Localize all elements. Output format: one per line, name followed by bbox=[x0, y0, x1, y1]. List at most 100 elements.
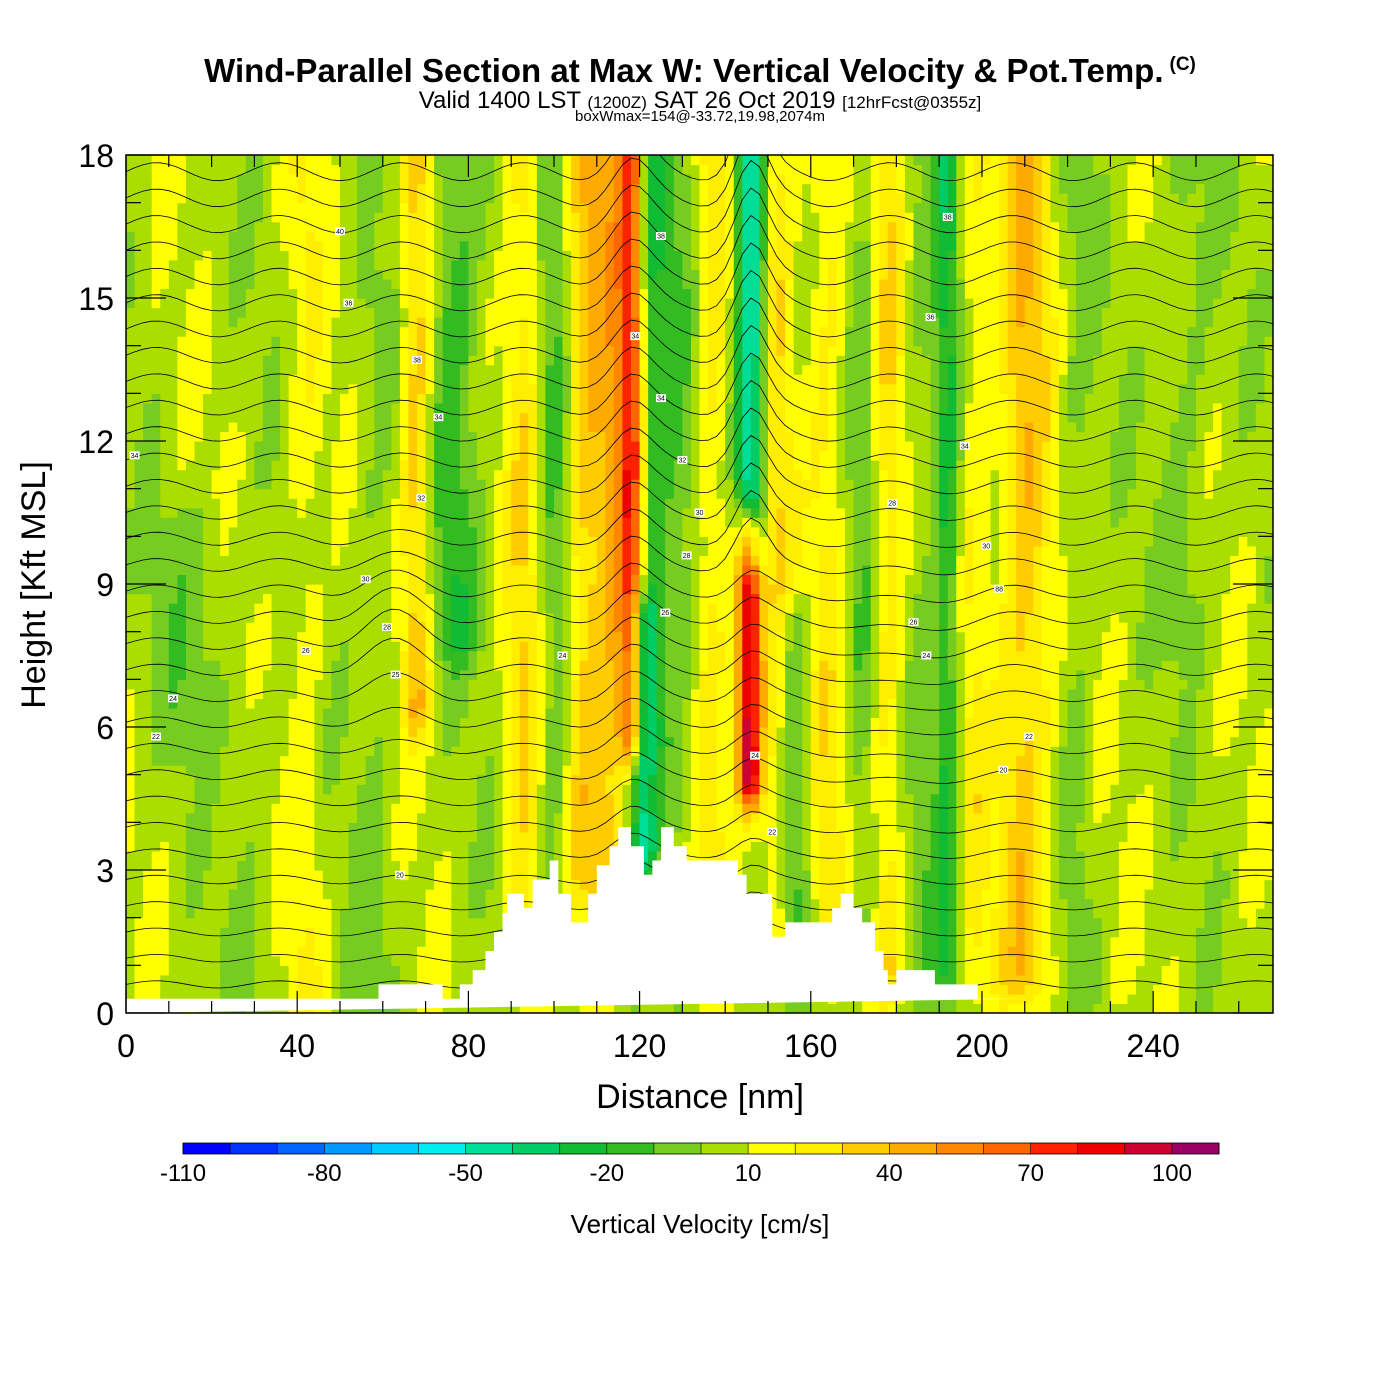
field-cell bbox=[152, 746, 161, 756]
field-cell bbox=[135, 174, 144, 184]
field-cell bbox=[340, 355, 349, 365]
field-cell bbox=[229, 641, 238, 651]
field-cell bbox=[280, 775, 289, 785]
field-cell bbox=[263, 717, 272, 727]
field-cell bbox=[169, 565, 178, 575]
field-cell bbox=[357, 403, 366, 413]
field-cell bbox=[400, 851, 409, 861]
field-cell bbox=[135, 355, 144, 365]
field-cell bbox=[143, 365, 152, 375]
field-cell bbox=[460, 632, 469, 642]
field-cell bbox=[280, 822, 289, 832]
field-cell bbox=[297, 479, 306, 489]
field-cell bbox=[194, 803, 203, 813]
field-cell bbox=[220, 441, 229, 451]
field-cell bbox=[314, 908, 323, 918]
field-cell bbox=[374, 880, 383, 890]
field-cell bbox=[323, 298, 332, 308]
field-cell bbox=[366, 832, 375, 842]
field-cell bbox=[443, 451, 452, 461]
field-cell bbox=[520, 498, 529, 508]
field-cell bbox=[152, 651, 161, 661]
field-cell bbox=[528, 451, 537, 461]
field-cell bbox=[417, 603, 426, 613]
field-cell bbox=[443, 813, 452, 823]
field-cell bbox=[554, 632, 563, 642]
field-cell bbox=[349, 651, 358, 661]
field-cell bbox=[417, 384, 426, 394]
field-cell bbox=[143, 937, 152, 947]
field-cell bbox=[143, 574, 152, 584]
field-cell bbox=[237, 317, 246, 327]
field-cell bbox=[511, 641, 520, 651]
field-cell bbox=[391, 384, 400, 394]
field-cell bbox=[451, 632, 460, 642]
field-cell bbox=[297, 775, 306, 785]
field-cell bbox=[349, 574, 358, 584]
field-cell bbox=[545, 622, 554, 632]
field-cell bbox=[571, 184, 580, 194]
field-cell bbox=[554, 384, 563, 394]
field-cell bbox=[537, 355, 546, 365]
field-cell bbox=[357, 441, 366, 451]
field-cell bbox=[477, 765, 486, 775]
field-cell bbox=[263, 613, 272, 623]
field-cell bbox=[280, 784, 289, 794]
field-cell bbox=[494, 594, 503, 604]
field-cell bbox=[323, 918, 332, 928]
field-cell bbox=[169, 431, 178, 441]
field-cell bbox=[331, 727, 340, 737]
field-cell bbox=[426, 279, 435, 289]
field-cell bbox=[400, 527, 409, 537]
field-cell bbox=[203, 460, 212, 470]
field-cell bbox=[135, 975, 144, 985]
field-cell bbox=[400, 937, 409, 947]
field-cell bbox=[511, 393, 520, 403]
field-cell bbox=[203, 708, 212, 718]
field-cell bbox=[331, 193, 340, 203]
field-cell bbox=[451, 470, 460, 480]
field-cell bbox=[443, 374, 452, 384]
field-cell bbox=[374, 775, 383, 785]
field-cell bbox=[537, 832, 546, 842]
field-cell bbox=[194, 308, 203, 318]
field-cell bbox=[135, 574, 144, 584]
field-cell bbox=[391, 250, 400, 260]
field-cell bbox=[417, 841, 426, 851]
field-cell bbox=[280, 374, 289, 384]
field-cell bbox=[426, 756, 435, 766]
field-cell bbox=[152, 508, 161, 518]
chart-page: Wind-Parallel Section at Max W: Vertical… bbox=[0, 0, 1400, 1400]
field-cell bbox=[160, 746, 169, 756]
field-cell bbox=[528, 832, 537, 842]
field-cell bbox=[580, 288, 589, 298]
field-cell bbox=[451, 374, 460, 384]
field-cell bbox=[537, 384, 546, 394]
field-cell bbox=[374, 527, 383, 537]
field-cell bbox=[520, 517, 529, 527]
field-cell bbox=[426, 527, 435, 537]
field-cell bbox=[477, 231, 486, 241]
field-cell bbox=[374, 803, 383, 813]
field-cell bbox=[297, 412, 306, 422]
field-cell bbox=[349, 622, 358, 632]
field-cell bbox=[537, 851, 546, 861]
field-cell bbox=[135, 260, 144, 270]
field-cell bbox=[254, 765, 263, 775]
field-cell bbox=[177, 651, 186, 661]
field-cell bbox=[331, 441, 340, 451]
field-cell bbox=[451, 336, 460, 346]
field-cell bbox=[520, 145, 529, 155]
field-cell bbox=[511, 279, 520, 289]
field-cell bbox=[391, 308, 400, 318]
field-cell bbox=[194, 165, 203, 175]
field-cell bbox=[297, 737, 306, 747]
field-cell bbox=[408, 860, 417, 870]
field-cell bbox=[152, 279, 161, 289]
field-cell bbox=[212, 479, 221, 489]
field-cell bbox=[186, 641, 195, 651]
field-cell bbox=[511, 288, 520, 298]
field-cell bbox=[126, 832, 135, 842]
field-cell bbox=[434, 832, 443, 842]
field-cell bbox=[280, 441, 289, 451]
